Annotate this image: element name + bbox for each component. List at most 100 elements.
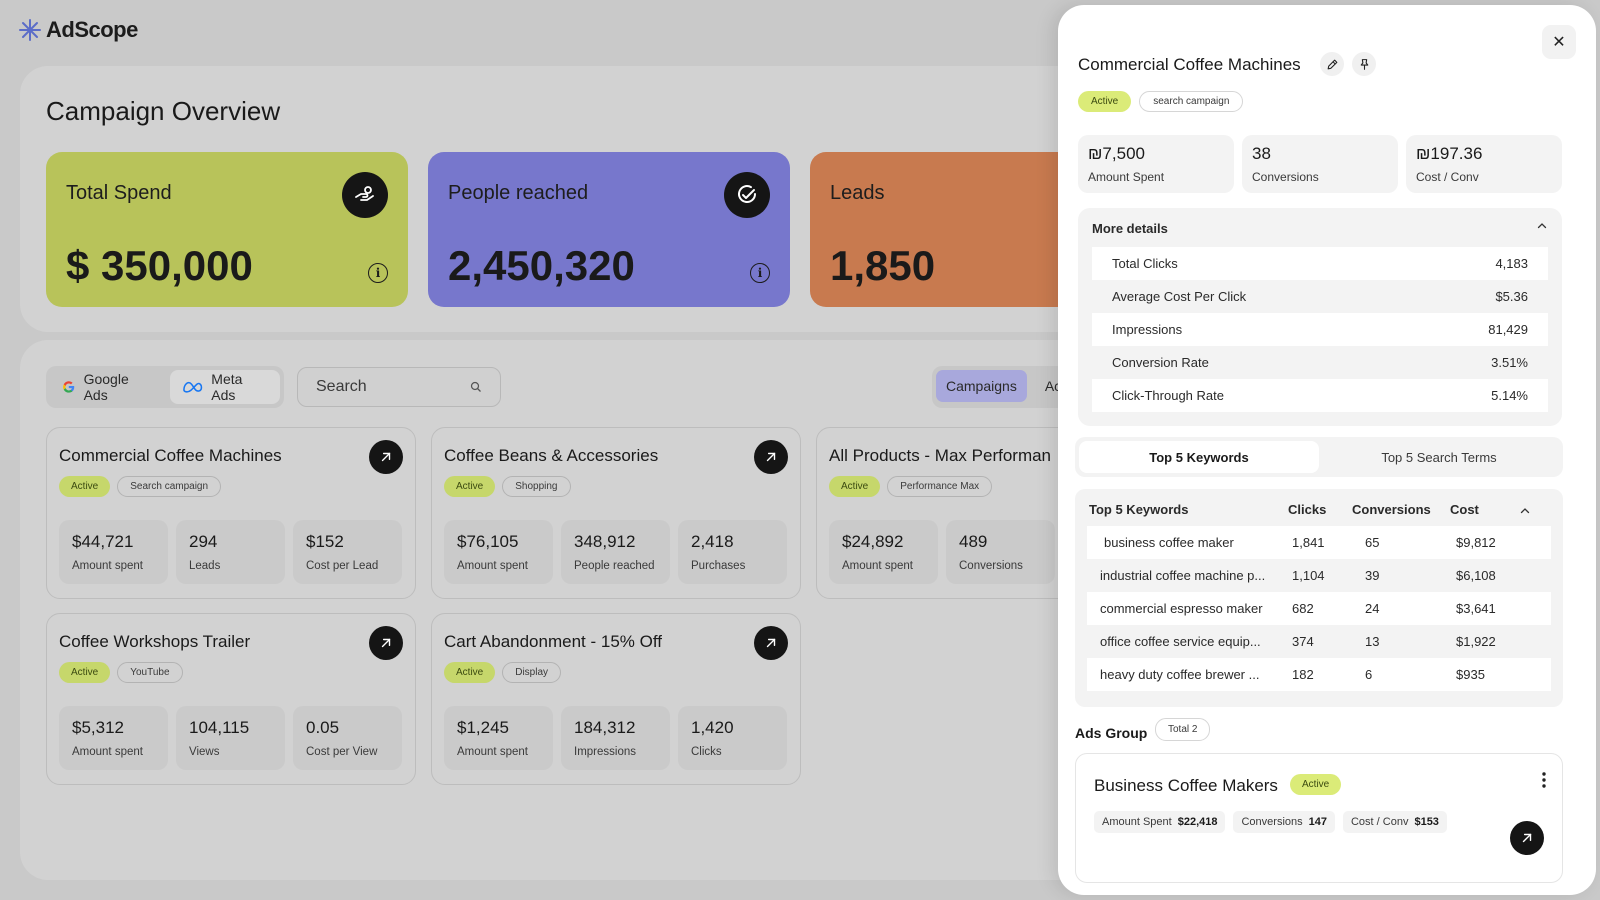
stat-tile: $5,312 Amount spent — [59, 706, 168, 770]
app-logo[interactable]: AdScope — [18, 17, 138, 43]
info-icon[interactable]: i — [750, 263, 770, 283]
metric-label: Cost / Conv — [1416, 170, 1479, 184]
tab-ads[interactable]: Ac — [1044, 378, 1062, 394]
ads-group-stat: Conversions 147 — [1233, 811, 1335, 833]
check-circle-icon — [724, 172, 770, 218]
more-details-heading[interactable]: More details — [1092, 221, 1168, 236]
ads-group-stat-value: 147 — [1308, 816, 1327, 828]
ads-group-stat-value: $153 — [1414, 816, 1439, 828]
detail-value: $5.36 — [1495, 289, 1528, 304]
column-header-cost: Cost — [1450, 502, 1479, 517]
stat-label: Clicks — [691, 746, 722, 758]
clicks-cell: 682 — [1292, 601, 1314, 616]
stat-tile: 489 Conversions — [946, 520, 1055, 584]
arrow-up-right-icon[interactable] — [754, 626, 788, 660]
campaign-detail-drawer: ✕ Commercial Coffee Machines Active sear… — [1058, 5, 1596, 895]
arrow-up-right-icon[interactable] — [754, 440, 788, 474]
ads-group-heading: Ads Group — [1075, 725, 1148, 741]
keyword-cell: heavy duty coffee brewer ... — [1100, 667, 1260, 682]
ads-group-stat-value: $22,418 — [1177, 816, 1218, 828]
detail-row: Total Clicks 4,183 — [1092, 247, 1548, 280]
column-header-conversions: Conversions — [1352, 502, 1431, 517]
more-vertical-icon[interactable] — [1542, 772, 1546, 788]
detail-label: Average Cost Per Click — [1112, 289, 1247, 304]
meta-ads-button[interactable]: Meta Ads — [169, 370, 280, 404]
ads-group-stat: Amount Spent $22,418 — [1094, 811, 1226, 833]
stat-tile: $24,892 Amount spent — [829, 520, 938, 584]
stat-label: Cost per View — [306, 746, 378, 758]
campaign-type-tag: search campaign — [1139, 91, 1244, 112]
stat-value: $5,312 — [72, 718, 124, 737]
ads-group-card[interactable]: Business Coffee Makers Active Amount Spe… — [1075, 753, 1563, 883]
stat-label: Amount spent — [457, 560, 528, 572]
status-badge: Active — [59, 662, 111, 683]
detail-value: 3.51% — [1491, 355, 1528, 370]
kpi-card-people-reached[interactable]: People reached 2,450,320 i — [428, 152, 790, 307]
detail-value: 4,183 — [1495, 256, 1528, 271]
ads-group-stat: Cost / Conv $153 — [1342, 811, 1447, 833]
kpi-value: $ 350,000 — [66, 242, 253, 290]
stat-tile: 0.05 Cost per View — [293, 706, 402, 770]
status-badge: Active — [829, 476, 881, 497]
chevron-up-icon[interactable] — [1536, 220, 1548, 232]
stat-tile: 184,312 Impressions — [561, 706, 670, 770]
campaign-card[interactable]: Cart Abandonment - 15% Off Active Displa… — [431, 613, 801, 785]
tab-campaigns[interactable]: Campaigns — [936, 370, 1027, 402]
close-icon[interactable]: ✕ — [1542, 25, 1576, 59]
campaign-type-tag: YouTube — [117, 662, 183, 683]
google-ads-button[interactable]: Google Ads — [50, 370, 166, 404]
stat-tile: $44,721 Amount spent — [59, 520, 168, 584]
stat-tile: 1,420 Clicks — [678, 706, 787, 770]
cost-cell: $935 — [1456, 667, 1485, 682]
metric-tile: ₪197.36 Cost / Conv — [1406, 135, 1562, 193]
stat-tile: 348,912 People reached — [561, 520, 670, 584]
search-box[interactable] — [297, 367, 501, 407]
table-row[interactable]: business coffee maker 1,841 65 $9,812 — [1087, 526, 1551, 559]
table-row[interactable]: office coffee service equip... 374 13 $1,92… — [1087, 625, 1551, 658]
campaign-card[interactable]: Coffee Beans & Accessories Active Shoppi… — [431, 427, 801, 599]
table-row[interactable]: industrial coffee machine p... 1,104 39 $6,… — [1087, 559, 1551, 592]
metric-value: 38 — [1252, 144, 1271, 163]
status-badge: Active — [444, 662, 496, 683]
campaign-card[interactable]: Coffee Workshops Trailer Active YouTube … — [46, 613, 416, 785]
table-row[interactable]: heavy duty coffee brewer ... 182 6 $935 — [1087, 658, 1551, 691]
metric-value: ₪7,500 — [1088, 144, 1145, 163]
campaign-title: Cart Abandonment - 15% Off — [444, 632, 662, 651]
chevron-up-icon[interactable] — [1519, 505, 1531, 517]
table-row[interactable]: commercial espresso maker 682 24 $3,641 — [1087, 592, 1551, 625]
arrow-up-right-icon[interactable] — [369, 626, 403, 660]
campaign-card[interactable]: Commercial Coffee Machines Active Search… — [46, 427, 416, 599]
stat-tile: $152 Cost per Lead — [293, 520, 402, 584]
stat-tile: 104,115 Views — [176, 706, 285, 770]
clicks-cell: 1,104 — [1292, 568, 1325, 583]
keyword-cell: commercial espresso maker — [1100, 601, 1263, 616]
kpi-card-total-spend[interactable]: Total Spend $ 350,000 i — [46, 152, 408, 307]
tab-top-keywords[interactable]: Top 5 Keywords — [1079, 441, 1319, 473]
ads-group-name: Business Coffee Makers — [1094, 776, 1278, 795]
detail-label: Total Clicks — [1112, 256, 1178, 271]
stat-label: Views — [189, 746, 220, 758]
stat-value: 184,312 — [574, 718, 636, 737]
stat-value: $44,721 — [72, 532, 134, 551]
arrow-up-right-icon[interactable] — [1510, 821, 1544, 855]
info-icon[interactable]: i — [368, 263, 388, 283]
page-title: Campaign Overview — [46, 96, 281, 126]
stat-label: Amount spent — [457, 746, 528, 758]
pencil-icon[interactable] — [1320, 52, 1344, 76]
conversions-cell: 6 — [1365, 667, 1373, 682]
arrow-up-right-icon[interactable] — [369, 440, 403, 474]
metric-tile: 38 Conversions — [1242, 135, 1398, 193]
cost-cell: $6,108 — [1456, 568, 1496, 583]
search-icon[interactable] — [470, 381, 482, 393]
campaign-card[interactable]: All Products - Max Performan Active Perf… — [816, 427, 1076, 599]
google-icon — [63, 381, 75, 393]
tab-top-search-terms[interactable]: Top 5 Search Terms — [1381, 449, 1497, 465]
cost-cell: $9,812 — [1456, 535, 1496, 550]
google-ads-label: Google Ads — [83, 371, 129, 403]
stat-label: Amount spent — [72, 746, 143, 758]
stat-label: Impressions — [574, 746, 636, 758]
detail-row: Conversion Rate 3.51% — [1092, 346, 1548, 379]
campaign-title: Commercial Coffee Machines — [59, 446, 282, 465]
search-input[interactable] — [316, 378, 466, 396]
pin-icon[interactable] — [1352, 52, 1376, 76]
